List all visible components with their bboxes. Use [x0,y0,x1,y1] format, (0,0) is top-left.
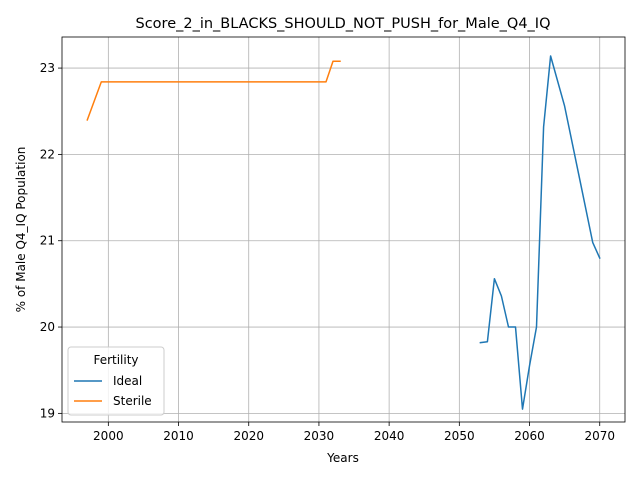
y-tick-label: 21 [40,234,55,248]
x-axis-title: Years [326,451,359,465]
y-axis-ticks: 19 20 21 22 23 [40,61,62,420]
x-tick-label: 2030 [304,429,335,443]
series-line-sterile [86,60,341,121]
legend-label-sterile: Sterile [113,394,152,408]
x-tick-label: 2040 [374,429,405,443]
y-axis-title: % of Male Q4_IQ Population [14,147,28,313]
y-tick-label: 19 [40,406,55,420]
x-tick-label: 2070 [584,429,615,443]
y-tick-label: 23 [40,61,55,75]
chart-title: Score_2_in_BLACKS_SHOULD_NOT_PUSH_for_Ma… [136,16,551,32]
legend-title: Fertility [93,353,138,367]
y-tick-label: 20 [40,320,55,334]
x-tick-label: 2010 [163,429,194,443]
legend-label-ideal: Ideal [113,374,142,388]
series-line-ideal [479,55,601,410]
x-tick-label: 2000 [93,429,124,443]
y-tick-label: 22 [40,147,55,161]
legend: Fertility Ideal Sterile [67,346,165,416]
series-lines [86,55,601,410]
plot-area-frame [61,36,626,423]
x-tick-label: 2060 [514,429,545,443]
x-tick-label: 2050 [444,429,475,443]
x-axis-ticks: 2000 2010 2020 2030 2040 2050 2060 2070 [93,422,615,443]
legend-box [67,346,165,416]
x-tick-label: 2020 [233,429,264,443]
